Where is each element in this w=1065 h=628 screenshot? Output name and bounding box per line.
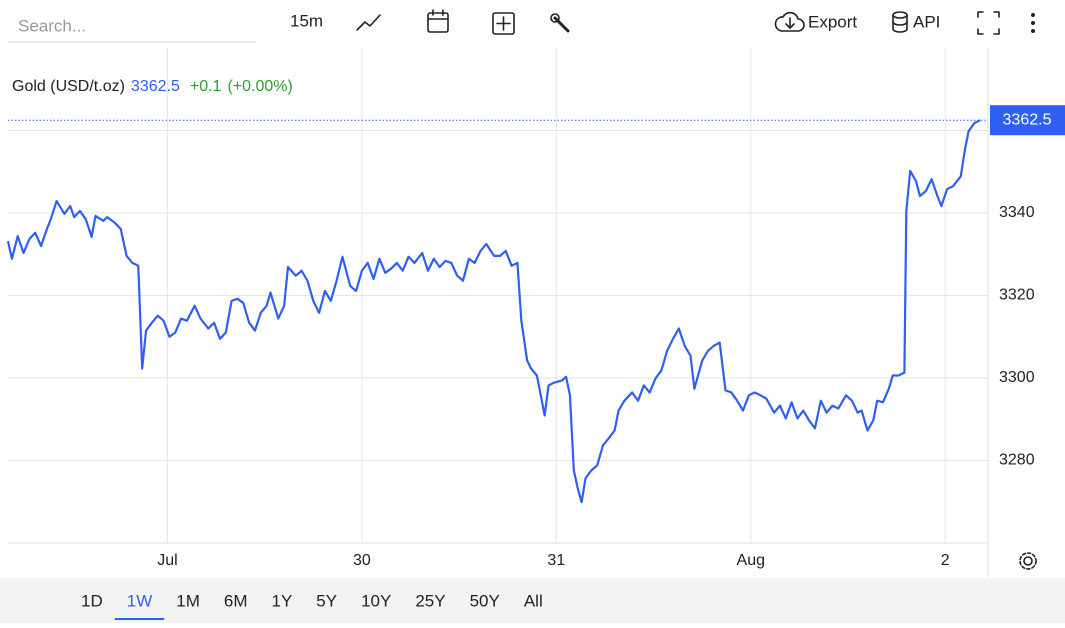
chart-settings-button[interactable] <box>1019 552 1037 570</box>
x-tick-label: 2 <box>941 552 950 569</box>
range-button[interactable]: 1D <box>81 591 103 610</box>
plot-area: 32803300332033403360Jul3031Aug23362.5 <box>6 48 1065 569</box>
chart-type-button[interactable] <box>356 14 381 31</box>
x-tick-label: 30 <box>353 552 371 569</box>
search-box[interactable]: Search... <box>18 16 86 35</box>
range-button[interactable]: 1W <box>127 591 153 610</box>
export-button[interactable]: Export <box>808 12 857 31</box>
range-button[interactable]: 50Y <box>470 591 500 610</box>
calendar-button[interactable] <box>427 9 449 33</box>
y-tick-label: 3320 <box>999 287 1035 304</box>
range-button[interactable]: 1M <box>176 591 200 610</box>
range-button[interactable]: All <box>524 591 543 610</box>
more-button[interactable] <box>1031 13 1035 33</box>
range-button[interactable]: 6M <box>224 591 248 610</box>
y-tick-label: 3340 <box>999 204 1035 221</box>
last-price-tag <box>990 105 1065 136</box>
api-icon[interactable] <box>892 11 908 33</box>
range-button[interactable]: 1Y <box>271 591 292 610</box>
price: 3362.5 <box>131 78 180 95</box>
compare-button[interactable] <box>492 12 515 35</box>
last-price-label: 3362.5 <box>1003 111 1052 128</box>
change: +0.1 <box>190 78 222 95</box>
x-tick-label: 31 <box>547 552 565 569</box>
change-pct: (+0.00%) <box>227 78 292 95</box>
export-icon[interactable] <box>774 11 805 32</box>
x-tick-label: Aug <box>737 552 765 569</box>
api-button[interactable]: API <box>913 12 940 31</box>
symbol: Gold (USD/t.oz) <box>12 78 125 95</box>
x-tick-label: Jul <box>157 552 177 569</box>
y-tick-label: 3300 <box>999 369 1035 386</box>
fullscreen-button[interactable] <box>977 11 1000 35</box>
range-button[interactable]: 10Y <box>361 591 391 610</box>
price-line <box>6 119 981 504</box>
range-bar <box>0 578 1065 623</box>
quote-header: Gold (USD/t.oz) 3362.5 +0.1 (+0.00%) <box>12 78 293 95</box>
interval-button[interactable]: 15m <box>290 11 323 30</box>
settings-tool-button[interactable] <box>550 13 570 33</box>
range-button[interactable]: 5Y <box>316 591 337 610</box>
range-button[interactable]: 25Y <box>415 591 445 610</box>
y-tick-label: 3280 <box>999 452 1035 469</box>
